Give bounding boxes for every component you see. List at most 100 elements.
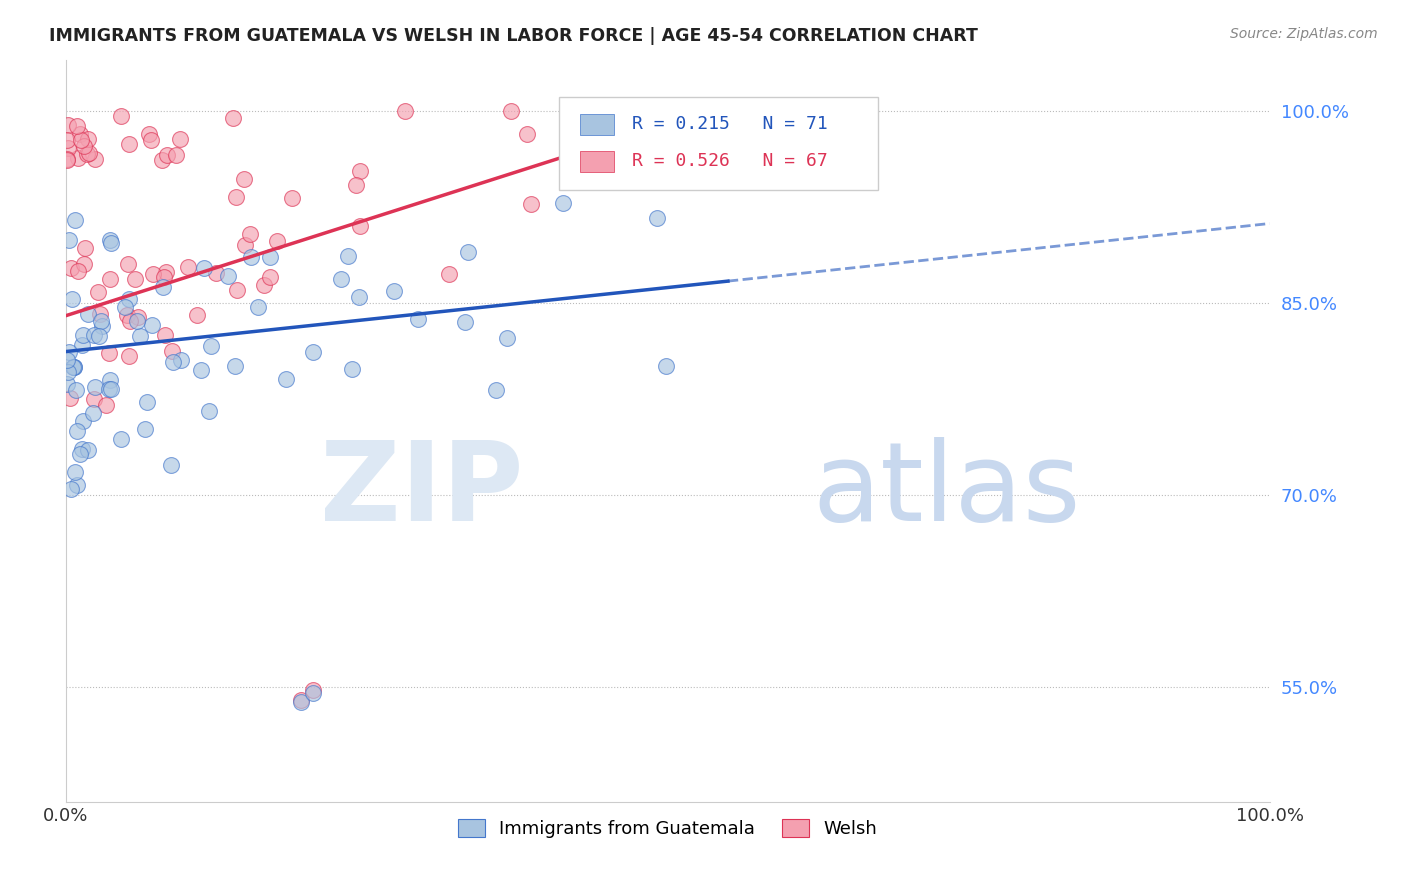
Point: [118, 314, 141, 328]
Text: IMMIGRANTS FROM GUATEMALA VS WELSH IN LABOR FORCE | AGE 45-54 CORRELATION CHART: IMMIGRANTS FROM GUATEMALA VS WELSH IN LA…: [49, 27, 979, 45]
Point: [246, 300, 269, 314]
Point: [454, 315, 477, 329]
Point: [63, 213, 86, 227]
Point: [62, 359, 84, 374]
Point: [110, 109, 132, 123]
Point: [155, 265, 177, 279]
Point: [485, 383, 508, 397]
Point: [73, 257, 96, 271]
Point: [117, 257, 139, 271]
Point: [58, 345, 80, 359]
Point: [70, 133, 93, 147]
Point: [77, 307, 100, 321]
Point: [56, 365, 79, 379]
Point: [439, 267, 461, 281]
Point: [66, 478, 89, 492]
Point: [73, 241, 96, 255]
Point: [83, 152, 105, 166]
Point: [232, 172, 254, 186]
Point: [645, 211, 668, 225]
Text: R = 0.215   N = 71: R = 0.215 N = 71: [631, 115, 827, 133]
Point: [110, 432, 132, 446]
Point: [98, 345, 121, 359]
Point: [98, 233, 121, 247]
Point: [224, 359, 246, 374]
Legend: Immigrants from Guatemala, Welsh: Immigrants from Guatemala, Welsh: [451, 812, 884, 846]
Point: [127, 310, 149, 325]
FancyBboxPatch shape: [579, 114, 613, 135]
Point: [240, 251, 263, 265]
Point: [60, 292, 83, 306]
Point: [58, 233, 80, 247]
Point: [90, 314, 112, 328]
Point: [499, 103, 522, 118]
Point: [217, 269, 239, 284]
Point: [73, 139, 96, 153]
Point: [198, 404, 221, 418]
Text: Source: ZipAtlas.com: Source: ZipAtlas.com: [1230, 27, 1378, 41]
Point: [63, 360, 86, 375]
Point: [239, 227, 262, 241]
Point: [349, 219, 371, 234]
Point: [186, 308, 208, 322]
Point: [205, 266, 228, 280]
Point: [59, 482, 82, 496]
Point: [56, 352, 79, 367]
Point: [259, 250, 281, 264]
Point: [349, 164, 371, 178]
Point: [139, 133, 162, 147]
Point: [152, 280, 174, 294]
Point: [169, 132, 191, 146]
Point: [124, 271, 146, 285]
Point: [134, 422, 156, 436]
Point: [83, 392, 105, 407]
Text: atlas: atlas: [813, 437, 1081, 544]
Point: [118, 136, 141, 151]
Point: [128, 329, 150, 343]
Point: [125, 313, 148, 327]
Point: [200, 339, 222, 353]
Point: [156, 148, 179, 162]
Point: [301, 345, 323, 359]
Point: [280, 191, 302, 205]
Point: [141, 318, 163, 333]
Point: [96, 398, 118, 412]
Point: [90, 318, 112, 333]
Point: [221, 111, 243, 125]
Point: [56, 119, 79, 133]
Point: [233, 238, 256, 252]
Point: [118, 292, 141, 306]
Point: [79, 146, 101, 161]
Point: [225, 283, 247, 297]
FancyBboxPatch shape: [579, 151, 613, 172]
Point: [301, 682, 323, 697]
Text: R = 0.526   N = 67: R = 0.526 N = 67: [631, 153, 827, 170]
Point: [87, 285, 110, 300]
Point: [67, 264, 90, 278]
Point: [259, 270, 281, 285]
Point: [98, 382, 121, 396]
Point: [87, 329, 110, 343]
Point: [72, 414, 94, 428]
Point: [83, 327, 105, 342]
Point: [165, 147, 187, 161]
Point: [301, 686, 323, 700]
Point: [136, 395, 159, 409]
Point: [115, 308, 138, 322]
Point: [551, 196, 574, 211]
Point: [72, 338, 94, 352]
Point: [520, 197, 543, 211]
Point: [76, 147, 98, 161]
Point: [65, 465, 87, 479]
Point: [330, 272, 353, 286]
Point: [59, 391, 82, 405]
Point: [153, 270, 176, 285]
Point: [56, 377, 79, 392]
Point: [655, 359, 678, 373]
Point: [382, 284, 405, 298]
Point: [84, 380, 107, 394]
Point: [177, 260, 200, 274]
Point: [336, 249, 359, 263]
Point: [69, 447, 91, 461]
Point: [274, 372, 297, 386]
